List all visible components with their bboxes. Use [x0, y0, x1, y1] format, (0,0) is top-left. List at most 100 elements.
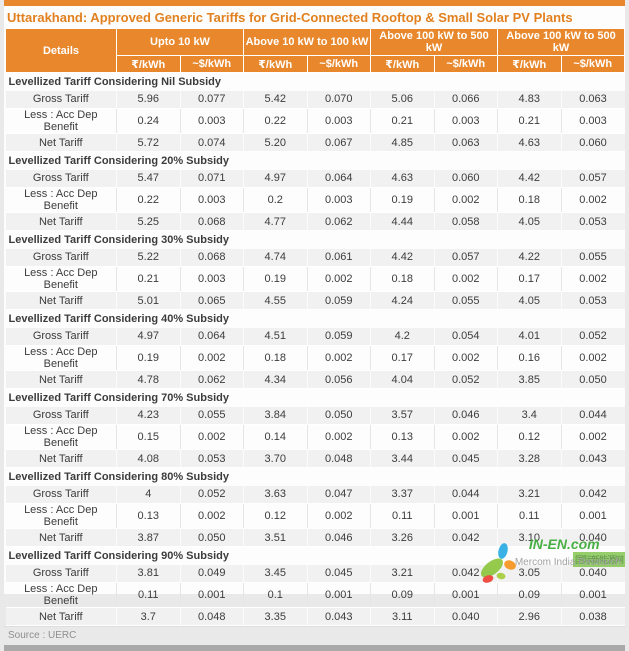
row-label: Less : Acc Dep Benefit [5, 503, 117, 529]
source-note: Source : UERC [4, 626, 625, 642]
table-row: Less : Acc Dep Benefit 0.19 0.002 0.18 0.002… [5, 345, 625, 371]
row-label: Net Tariff [5, 449, 117, 468]
value-cell: 4.04 [370, 370, 435, 389]
unit-column-header: ₹/kWh [497, 55, 562, 73]
row-label: Less : Acc Dep Benefit [5, 266, 117, 292]
table-row: Gross Tariff 5.22 0.068 4.74 0.061 4.42 0.057 4… [5, 248, 625, 267]
value-cell: 0.060 [434, 169, 498, 188]
value-cell: 0.056 [307, 370, 371, 389]
value-cell: 0.064 [307, 169, 371, 188]
value-cell: 0.003 [180, 266, 244, 292]
value-cell: 0.055 [561, 248, 625, 267]
bottom-gray-bar [4, 645, 625, 651]
table-row: Gross Tariff 4 0.052 3.63 0.047 3.37 0.044 3.21… [5, 485, 625, 504]
value-cell: 4.83 [497, 90, 562, 109]
table-row: Net Tariff 3.7 0.048 3.35 0.043 3.11 0.040 2.96… [5, 607, 625, 626]
value-cell: 4.05 [497, 291, 562, 310]
value-cell: 0.077 [180, 90, 244, 109]
value-cell: 0.22 [116, 187, 181, 213]
section-header-row: Levellized Tariff Considering 20% Subsid… [5, 151, 625, 170]
value-cell: 5.01 [116, 291, 181, 310]
row-label: Gross Tariff [5, 485, 117, 504]
value-cell: 0.050 [561, 370, 625, 389]
value-cell: 5.47 [116, 169, 181, 188]
value-cell: 4.78 [116, 370, 181, 389]
value-cell: 3.44 [370, 449, 435, 468]
value-cell: 0.19 [370, 187, 435, 213]
value-cell: 4 [116, 485, 181, 504]
value-cell: 0.17 [370, 345, 435, 371]
value-cell: 0.050 [307, 406, 371, 425]
value-cell: 0.002 [180, 424, 244, 450]
value-cell: 0.002 [434, 424, 498, 450]
row-label: Net Tariff [5, 528, 117, 547]
value-cell: 0.074 [180, 133, 244, 152]
value-cell: 3.63 [243, 485, 308, 504]
value-cell: 0.13 [370, 424, 435, 450]
value-cell: 0.057 [434, 248, 498, 267]
value-cell: 4.97 [243, 169, 308, 188]
value-cell: 0.046 [307, 528, 371, 547]
value-cell: 0.058 [434, 212, 498, 231]
value-cell: 0.12 [497, 424, 562, 450]
value-cell: 3.4 [497, 406, 562, 425]
value-cell: 0.066 [434, 90, 498, 109]
value-cell: 0.002 [434, 345, 498, 371]
value-cell: 0.001 [307, 582, 371, 608]
value-cell: 3.7 [116, 607, 181, 626]
value-cell: 3.57 [370, 406, 435, 425]
value-cell: 0.2 [243, 187, 308, 213]
value-cell: 0.001 [434, 503, 498, 529]
value-cell: 0.054 [434, 327, 498, 346]
section-header-row: Levellized Tariff Considering 80% Subsid… [5, 467, 625, 486]
section-header: Levellized Tariff Considering 70% Subsid… [5, 388, 625, 407]
row-label: Less : Acc Dep Benefit [5, 187, 117, 213]
top-accent-bar [4, 0, 625, 6]
value-cell: 3.26 [370, 528, 435, 547]
unit-column-header: ₹/kWh [243, 55, 308, 73]
value-cell: 0.053 [180, 449, 244, 468]
value-cell: 4.22 [497, 248, 562, 267]
value-cell: 0.055 [434, 291, 498, 310]
table-row: Less : Acc Dep Benefit 0.13 0.002 0.12 0.002… [5, 503, 625, 529]
table-row: Less : Acc Dep Benefit 0.22 0.003 0.2 0.003 0… [5, 187, 625, 213]
row-label: Net Tariff [5, 291, 117, 310]
value-cell: 0.11 [370, 503, 435, 529]
value-cell: 0.070 [307, 90, 371, 109]
value-cell: 0.038 [561, 607, 625, 626]
row-label: Gross Tariff [5, 90, 117, 109]
value-cell: 0.002 [180, 503, 244, 529]
value-cell: 0.1 [243, 582, 308, 608]
value-cell: 4.42 [370, 248, 435, 267]
value-cell: 4.77 [243, 212, 308, 231]
value-cell: 0.001 [434, 582, 498, 608]
header-group-row: Details Upto 10 kW Above 10 kW to 100 kW A… [5, 28, 625, 73]
value-cell: 0.21 [370, 108, 435, 134]
table-row: Gross Tariff 5.96 0.077 5.42 0.070 5.06 0.066 4… [5, 90, 625, 109]
value-cell: 0.053 [561, 291, 625, 310]
row-label: Gross Tariff [5, 564, 117, 583]
value-cell: 3.21 [497, 485, 562, 504]
value-cell: 0.055 [180, 406, 244, 425]
row-label: Gross Tariff [5, 327, 117, 346]
unit-column-header: ₹/kWh [116, 55, 181, 73]
value-cell: 5.72 [116, 133, 181, 152]
value-cell: 0.21 [116, 266, 181, 292]
value-cell: 0.062 [307, 212, 371, 231]
section-header: Levellized Tariff Considering 20% Subsid… [5, 151, 625, 170]
value-cell: 3.21 [370, 564, 435, 583]
value-cell: 3.11 [370, 607, 435, 626]
table-row: Gross Tariff 4.97 0.064 4.51 0.059 4.2 0.054 4.… [5, 327, 625, 346]
value-cell: 5.06 [370, 90, 435, 109]
table-row: Net Tariff 4.78 0.062 4.34 0.056 4.04 0.052 3.8… [5, 370, 625, 389]
value-cell: 0.11 [497, 503, 562, 529]
value-cell: 5.96 [116, 90, 181, 109]
details-column-header: Details [5, 28, 117, 73]
value-cell: 4.85 [370, 133, 435, 152]
value-cell: 0.11 [116, 582, 181, 608]
value-cell: 4.08 [116, 449, 181, 468]
value-cell: 0.063 [561, 90, 625, 109]
value-cell: 0.052 [434, 370, 498, 389]
value-cell: 0.002 [561, 187, 625, 213]
value-cell: 0.059 [307, 327, 371, 346]
